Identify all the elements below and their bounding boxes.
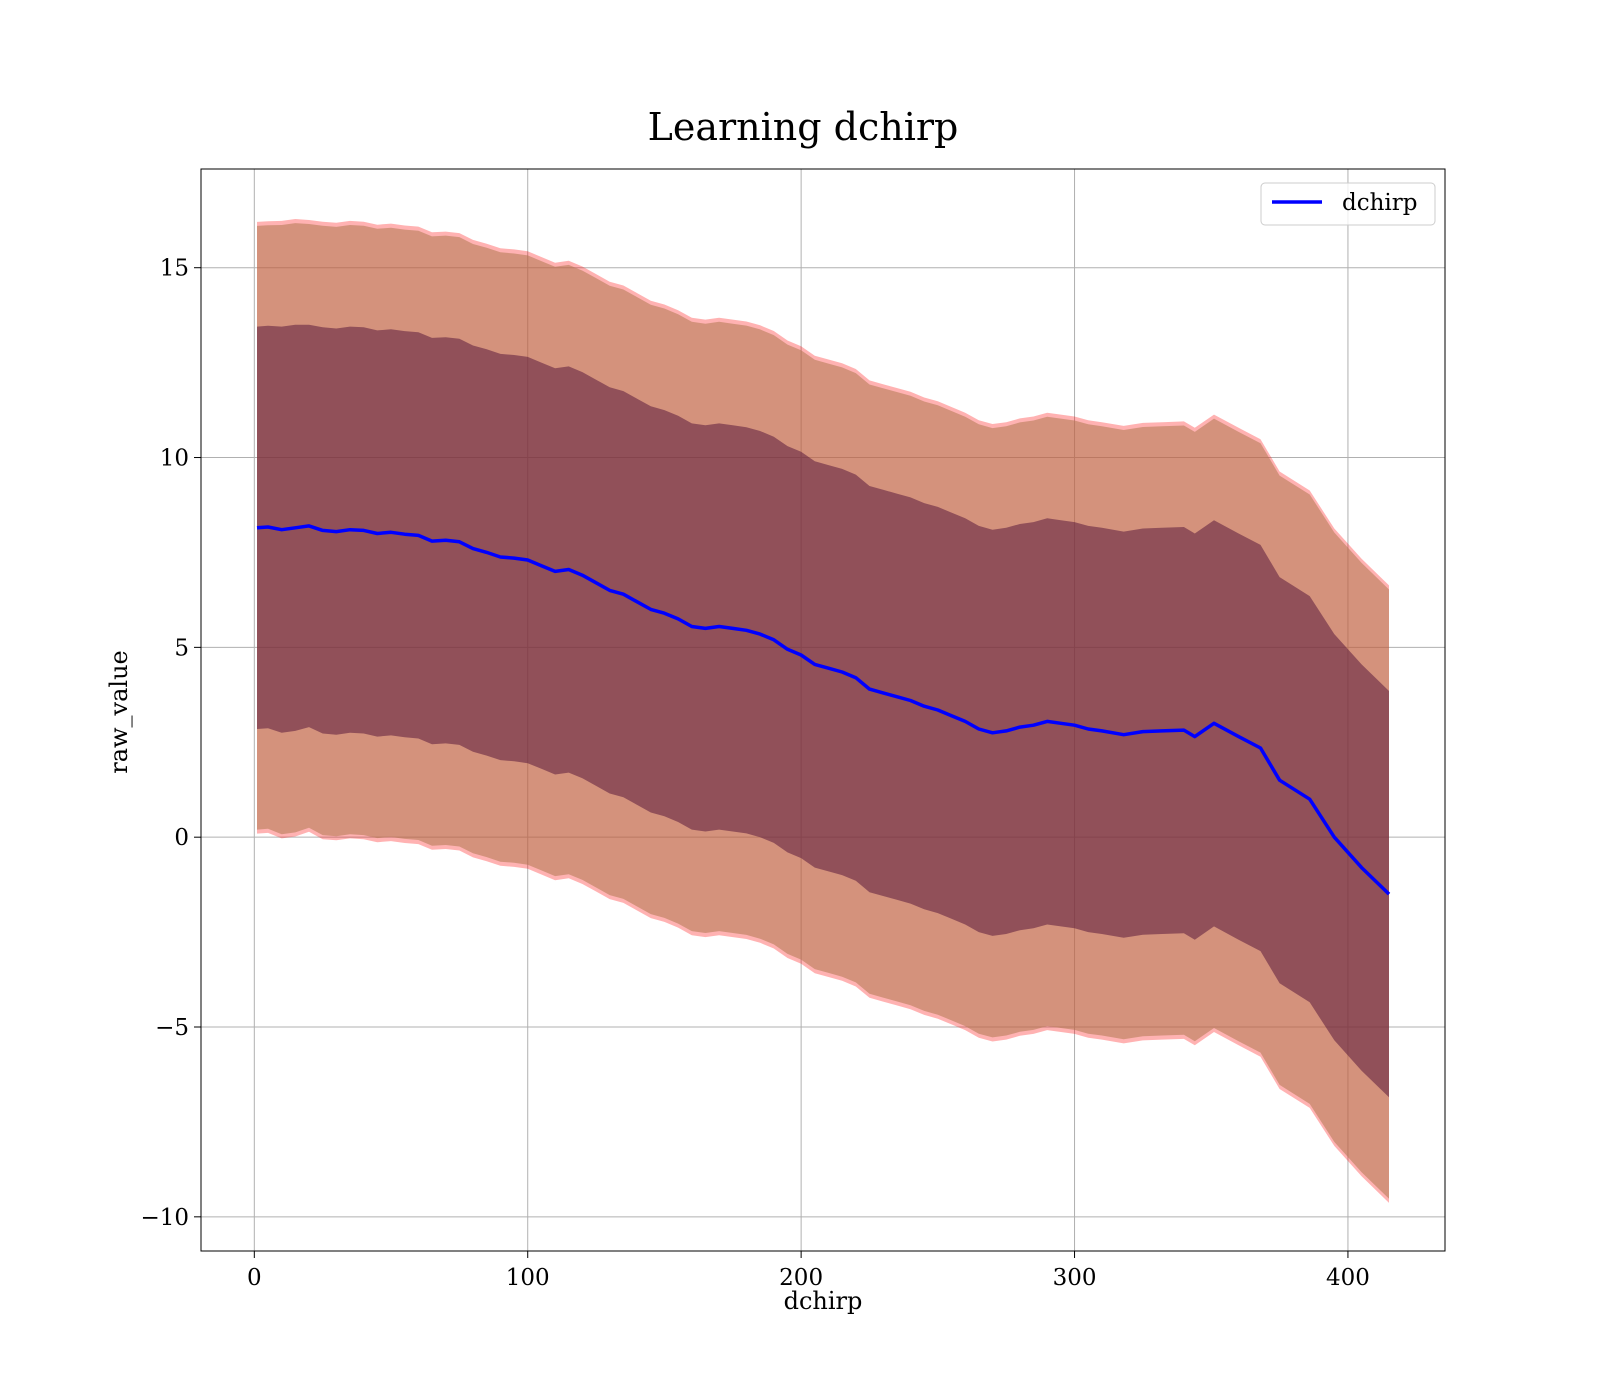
y-tick-label: 0	[174, 825, 189, 851]
std-bands	[257, 219, 1389, 1203]
legend-box	[1260, 182, 1436, 226]
y-axis-label: raw_value	[105, 650, 133, 774]
std-band	[257, 324, 1389, 1098]
x-tick-label: 300	[1053, 1265, 1097, 1291]
x-tick-label: 200	[779, 1265, 823, 1291]
x-tick-label: 400	[1326, 1265, 1370, 1291]
y-tick-label: 10	[160, 446, 189, 472]
x-tick-label: 0	[247, 1265, 262, 1291]
y-tick-label: 5	[174, 635, 189, 661]
plot-frame	[200, 168, 1446, 1252]
chart-title: Learning dchirp	[648, 105, 959, 149]
y-tick-label: −10	[140, 1205, 189, 1231]
x-axis-label: dchirp	[784, 1287, 863, 1315]
y-tick-label: 15	[160, 256, 189, 282]
series-line-dchirp	[256, 524, 1391, 896]
series-lines	[256, 524, 1391, 896]
x-tick-label: 100	[506, 1265, 550, 1291]
legend: dchirp	[1260, 182, 1436, 226]
y-axis-ticks: −10 −5 0 5 10 15	[140, 256, 201, 1231]
x-axis-ticks: 0 100 200 300 400	[247, 1251, 1370, 1291]
legend-label-dchirp: dchirp	[1342, 190, 1418, 216]
y-tick-label: −5	[155, 1015, 189, 1041]
